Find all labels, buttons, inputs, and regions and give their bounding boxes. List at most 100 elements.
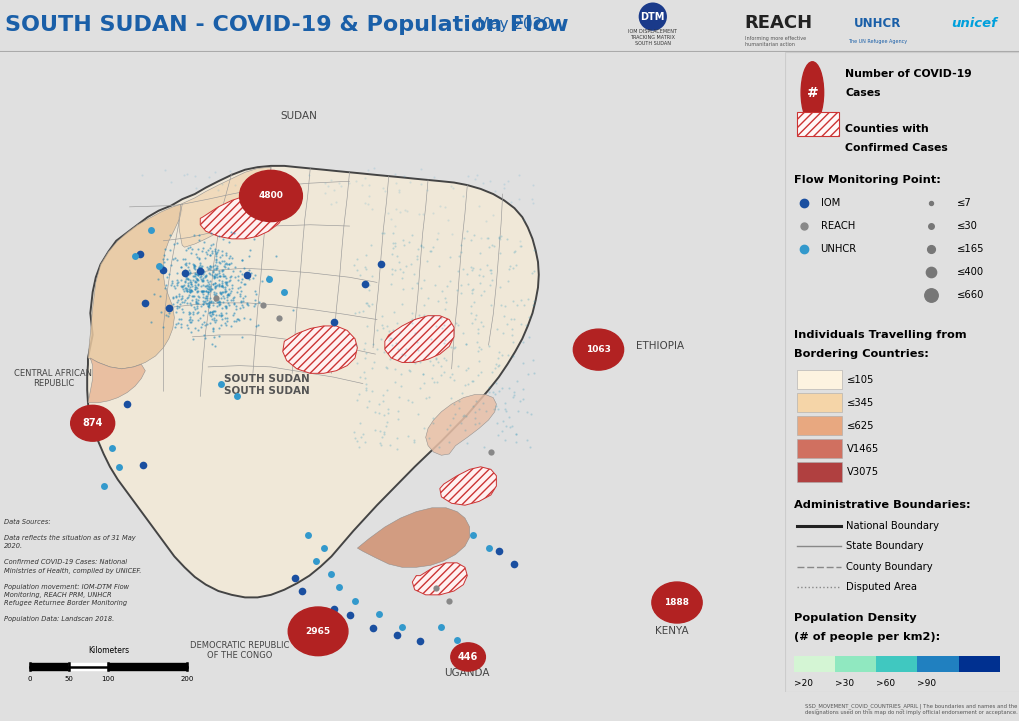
Point — [190, 297, 206, 309]
Point — [460, 362, 476, 373]
Point — [208, 263, 224, 275]
Point — [481, 241, 497, 252]
Point — [436, 352, 452, 363]
Point — [202, 260, 218, 272]
Point — [486, 388, 502, 399]
Point — [524, 180, 540, 191]
Point — [157, 243, 173, 255]
Point — [173, 274, 190, 286]
Point — [185, 260, 202, 271]
Text: >20: >20 — [794, 678, 812, 688]
Point — [351, 441, 367, 452]
Point — [361, 180, 377, 191]
Point — [226, 262, 243, 273]
Point — [230, 313, 247, 324]
Point — [186, 279, 203, 291]
Point — [358, 249, 374, 261]
Point — [173, 319, 190, 330]
Point — [157, 283, 173, 294]
Point — [447, 317, 464, 329]
Point — [483, 367, 499, 379]
Point — [211, 256, 227, 267]
Point — [409, 254, 425, 265]
Point — [436, 334, 452, 345]
Point — [391, 206, 408, 218]
Point — [192, 271, 208, 283]
Point — [178, 273, 195, 285]
Point — [186, 260, 203, 271]
Point — [193, 321, 209, 332]
Point — [222, 271, 238, 283]
Point — [200, 267, 216, 279]
Point — [521, 331, 537, 342]
Point — [493, 382, 510, 394]
Point — [506, 245, 523, 257]
Point — [171, 301, 187, 313]
Point — [475, 177, 491, 188]
Point — [212, 286, 228, 298]
Point — [391, 186, 408, 198]
Point — [219, 288, 235, 300]
Point — [232, 276, 249, 288]
Point — [229, 270, 246, 281]
Polygon shape — [357, 508, 469, 567]
Point — [215, 286, 231, 298]
Point — [384, 243, 400, 255]
Point — [202, 306, 218, 318]
Point — [490, 430, 506, 441]
Point — [197, 271, 213, 283]
Point — [155, 249, 171, 261]
Point — [210, 184, 226, 195]
Point — [204, 306, 220, 318]
Point — [182, 311, 199, 323]
Point — [487, 377, 503, 389]
Point — [347, 175, 364, 187]
Point — [215, 260, 231, 272]
Point — [223, 270, 239, 282]
Polygon shape — [425, 394, 496, 455]
Point — [187, 269, 204, 280]
Point — [234, 293, 251, 304]
Point — [235, 311, 252, 323]
Point — [395, 234, 412, 246]
Point — [195, 291, 211, 303]
Point — [169, 277, 185, 288]
Point — [521, 311, 537, 323]
Point — [201, 298, 217, 310]
Point — [195, 298, 211, 309]
Point — [186, 322, 203, 334]
Point — [218, 300, 234, 311]
Point — [186, 283, 203, 295]
Point — [425, 412, 441, 423]
Point — [504, 337, 521, 348]
Point — [377, 361, 393, 373]
Point — [486, 362, 502, 373]
Point — [192, 265, 208, 277]
Point — [214, 246, 230, 257]
Point — [462, 234, 478, 245]
Point — [379, 319, 395, 331]
Point — [508, 299, 525, 311]
Point — [189, 295, 205, 306]
Point — [208, 247, 224, 258]
Point — [187, 182, 204, 193]
Point — [189, 268, 205, 280]
Point — [196, 236, 212, 247]
Point — [197, 332, 213, 344]
Point — [195, 265, 211, 276]
Point — [219, 316, 235, 327]
Point — [473, 289, 489, 301]
Point — [184, 259, 201, 270]
Point — [153, 306, 169, 317]
Point — [207, 294, 223, 306]
Point — [250, 319, 266, 331]
Point — [186, 260, 203, 272]
Point — [412, 282, 428, 293]
Point — [212, 296, 228, 307]
Point — [467, 417, 483, 429]
Point — [214, 249, 230, 261]
Point — [203, 283, 219, 295]
Point — [186, 304, 203, 315]
Point — [184, 291, 201, 302]
Point — [216, 258, 232, 270]
